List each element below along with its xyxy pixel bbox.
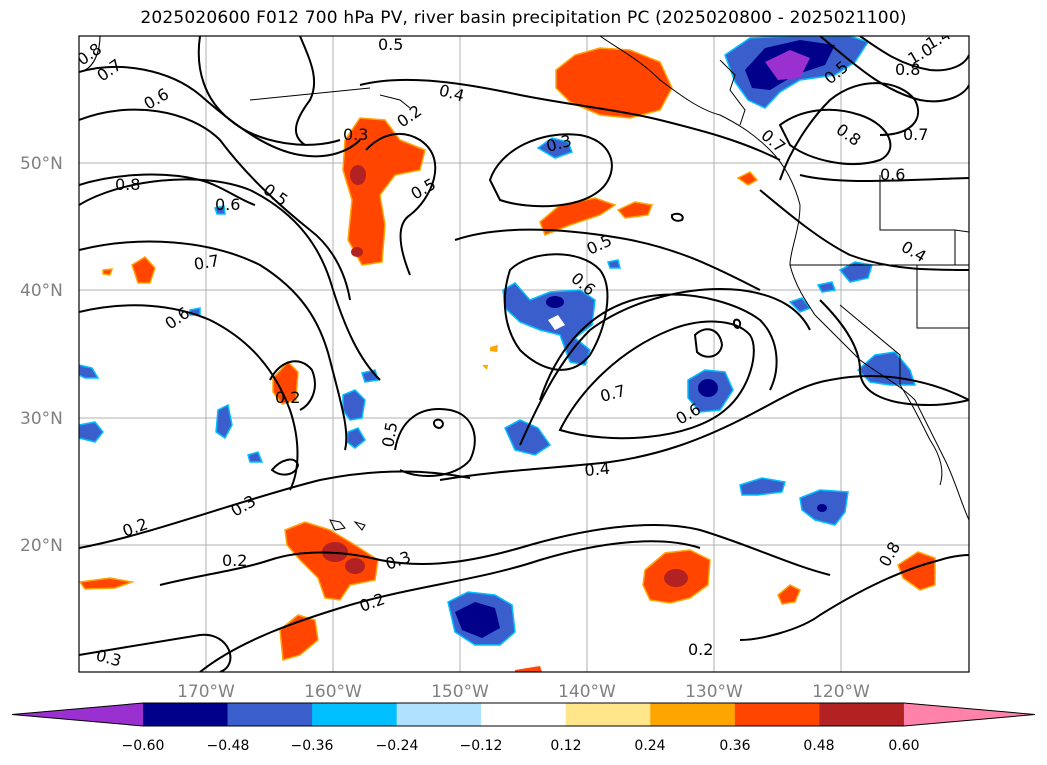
colorbar-extend-max — [903, 703, 1035, 726]
svg-text:0.8: 0.8 — [895, 60, 920, 79]
longitude-labels: 170°W 160°W 150°W 140°W 130°W 120°W — [177, 682, 870, 702]
colorbar-segment — [481, 703, 567, 726]
lon-label: 120°W — [812, 682, 870, 702]
coastlines — [249, 36, 969, 531]
graticule — [79, 36, 969, 672]
svg-text:0.6: 0.6 — [880, 165, 905, 184]
lat-label: 30°N — [20, 409, 63, 429]
colorbar-tick-label: −0.12 — [460, 738, 503, 754]
map-border — [78, 35, 970, 673]
colorbar-segment — [650, 703, 736, 726]
svg-text:0.7: 0.7 — [903, 125, 928, 144]
colorbar — [11, 702, 1036, 727]
colorbar-segment — [565, 703, 651, 726]
pv-contours — [79, 36, 969, 672]
colorbar-tick-label: −0.60 — [122, 738, 165, 754]
colorbar-tick-label: 0.48 — [803, 738, 834, 754]
colorbar-segment — [143, 703, 229, 726]
colorbar-tick-label: −0.36 — [291, 738, 334, 754]
lat-label: 50°N — [20, 154, 63, 174]
svg-text:0.3: 0.3 — [343, 125, 368, 144]
colorbar-extend-min — [12, 703, 143, 726]
colorbar-segment — [819, 703, 905, 726]
svg-text:0.5: 0.5 — [378, 35, 403, 54]
colorbar-segment — [227, 703, 313, 726]
svg-text:0.6: 0.6 — [215, 195, 240, 214]
svg-text:0.2: 0.2 — [688, 640, 713, 659]
svg-text:0.2: 0.2 — [275, 388, 300, 407]
svg-text:0.4: 0.4 — [584, 459, 611, 480]
negative-precip-areas — [79, 36, 917, 646]
colorbar-segment — [734, 703, 820, 726]
colorbar-tick-label: −0.24 — [376, 738, 419, 754]
colorbar-tick-label: 0.60 — [888, 738, 919, 754]
colorbar-tick-label: 0.24 — [634, 738, 665, 754]
colorbar-tick-labels: −0.60 −0.48 −0.36 −0.24 −0.12 0.12 0.24 … — [122, 738, 920, 754]
lon-label: 140°W — [558, 682, 616, 702]
lat-label: 40°N — [20, 281, 63, 301]
map-title: 2025020600 F012 700 hPa PV, river basin … — [140, 8, 907, 28]
colorbar-tick-label: −0.48 — [207, 738, 250, 754]
colorbar-outline — [11, 702, 1036, 727]
colorbar-tick-label: 0.12 — [550, 738, 581, 754]
svg-text:0.2: 0.2 — [222, 551, 247, 570]
lat-label: 20°N — [20, 536, 63, 556]
svg-text:0.7: 0.7 — [192, 251, 220, 274]
svg-text:0.5: 0.5 — [378, 420, 401, 448]
lon-label: 170°W — [177, 682, 235, 702]
lon-label: 150°W — [431, 682, 489, 702]
latitude-labels: 50°N 40°N 30°N 20°N — [20, 154, 63, 556]
colorbar-segment — [396, 703, 482, 726]
positive-precip-areas — [79, 47, 936, 672]
lon-label: 160°W — [304, 682, 362, 702]
colorbar-segment — [312, 703, 398, 726]
svg-text:0.8: 0.8 — [115, 175, 140, 194]
colorbar-tick-label: 0.36 — [719, 738, 750, 754]
lon-label: 130°W — [685, 682, 743, 702]
